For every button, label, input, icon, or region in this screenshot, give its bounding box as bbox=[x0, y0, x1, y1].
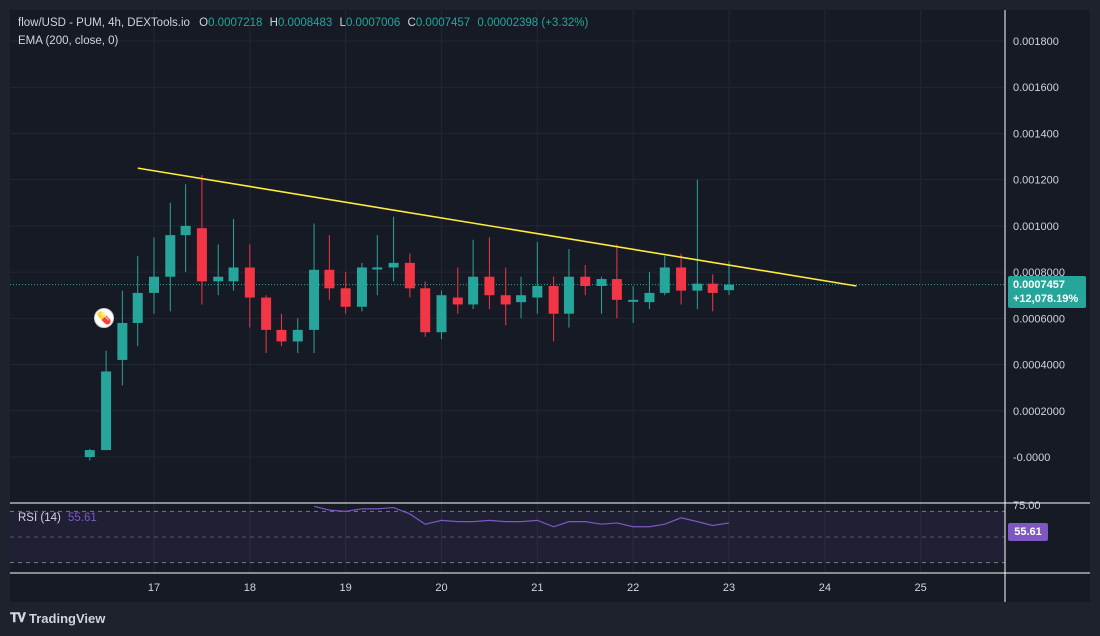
candle-body bbox=[228, 267, 239, 282]
ohlc-legend: flow/USD - PUM, 4h, DEXTools.io O0.00072… bbox=[18, 17, 588, 29]
candle-body bbox=[404, 262, 415, 289]
candle-body bbox=[213, 276, 224, 282]
candle-body bbox=[196, 228, 207, 282]
candle-body bbox=[707, 283, 718, 293]
time-tick-label: 22 bbox=[627, 582, 639, 594]
close-value: 0.0007457 bbox=[415, 17, 471, 29]
price-tick-label: 0.0002000 bbox=[1013, 406, 1065, 418]
close-label: C bbox=[407, 17, 416, 29]
price-tick-label: 0.001600 bbox=[1013, 82, 1059, 94]
candle-body bbox=[324, 269, 335, 289]
candle-body bbox=[484, 276, 495, 296]
candle-body bbox=[596, 279, 607, 286]
rsi-legend[interactable]: RSI (14) 55.61 bbox=[18, 512, 97, 524]
time-tick-label: 21 bbox=[531, 582, 543, 594]
high-label: H bbox=[269, 17, 278, 29]
price-tick-label: 0.0006000 bbox=[1013, 313, 1065, 325]
rsi-value-badge: 55.61 bbox=[1008, 523, 1048, 541]
candle-body bbox=[340, 288, 351, 307]
candle-body bbox=[532, 285, 543, 298]
change-value: 0.00002398 (+3.32%) bbox=[477, 17, 589, 29]
last-price-change: +12,078.19% bbox=[1013, 293, 1079, 305]
price-tick-label: 0.0004000 bbox=[1013, 360, 1065, 372]
candle-body bbox=[500, 295, 511, 305]
indicator-legend[interactable]: EMA (200, close, 0) bbox=[18, 35, 118, 47]
candle-body bbox=[644, 292, 655, 303]
candle-body bbox=[244, 267, 255, 298]
candle-body bbox=[420, 288, 431, 333]
candle-body bbox=[468, 276, 479, 305]
candle-body bbox=[548, 285, 559, 314]
tradingview-icon: 𝐓𝐕 bbox=[10, 610, 26, 625]
candle-body bbox=[436, 295, 447, 333]
rsi-tick-label: 75.00 bbox=[1013, 500, 1041, 512]
candle-body bbox=[309, 269, 320, 330]
pill-icon[interactable]: 💊 bbox=[94, 308, 114, 328]
brand-name: TradingView bbox=[29, 610, 106, 626]
price-tick-label: -0.0000 bbox=[1013, 452, 1050, 464]
time-tick-label: 18 bbox=[244, 582, 256, 594]
candle-body bbox=[516, 295, 527, 303]
time-tick-label: 23 bbox=[723, 582, 735, 594]
low-value: 0.0007006 bbox=[345, 17, 401, 29]
candle-body bbox=[292, 329, 303, 342]
last-price-value: 0.0007457 bbox=[1013, 279, 1065, 291]
open-label: O bbox=[199, 17, 209, 29]
ema-label[interactable]: EMA (200, close, 0) bbox=[18, 35, 119, 47]
candle-body bbox=[261, 297, 272, 330]
time-tick-label: 25 bbox=[915, 582, 927, 594]
price-tick-label: 0.001400 bbox=[1013, 128, 1059, 140]
candle-body bbox=[180, 225, 191, 236]
candle-body bbox=[84, 450, 95, 457]
candle-body bbox=[165, 235, 176, 277]
candle-body bbox=[628, 299, 639, 302]
candle-body bbox=[563, 276, 574, 314]
last-price-badge: 0.0007457 +12,078.19% bbox=[1008, 276, 1086, 308]
candle-body bbox=[692, 283, 703, 291]
chart-svg[interactable]: 0.001800 0.001600 0.001400 0.001200 0.001000… bbox=[10, 10, 1090, 602]
candle-body bbox=[101, 371, 112, 451]
candle-body bbox=[356, 267, 367, 307]
candle-body bbox=[723, 284, 734, 291]
candle-body bbox=[372, 267, 383, 270]
low-label: L bbox=[339, 17, 346, 29]
rsi-line bbox=[313, 505, 730, 528]
candle-body bbox=[611, 279, 622, 300]
candle-body bbox=[117, 322, 128, 360]
candle-body bbox=[149, 276, 159, 293]
time-tick-label: 20 bbox=[435, 582, 447, 594]
candle-body bbox=[452, 297, 463, 305]
rsi-value: 55.61 bbox=[68, 512, 97, 524]
time-tick-label: 19 bbox=[340, 582, 352, 594]
symbol-label[interactable]: flow/USD - PUM, 4h, DEXTools.io bbox=[18, 17, 190, 29]
high-value: 0.0008483 bbox=[277, 17, 333, 29]
candle-body bbox=[580, 276, 591, 286]
price-tick-label: 0.001000 bbox=[1013, 221, 1059, 233]
time-tick-label: 17 bbox=[148, 582, 160, 594]
price-tick-label: 0.001200 bbox=[1013, 175, 1059, 187]
candle-body bbox=[132, 292, 143, 323]
time-tick-label: 24 bbox=[819, 582, 831, 594]
open-value: 0.0007218 bbox=[208, 17, 263, 29]
candle-body bbox=[276, 329, 287, 342]
candle-body bbox=[676, 267, 687, 291]
brand-logo[interactable]: 𝐓𝐕 TradingView bbox=[10, 610, 105, 626]
rsi-label[interactable]: RSI (14) bbox=[18, 512, 61, 524]
candle-body bbox=[659, 267, 670, 293]
chart-pane[interactable]: 0.001800 0.001600 0.001400 0.001200 0.001000… bbox=[10, 10, 1090, 602]
candle-body bbox=[388, 262, 399, 268]
trendline bbox=[137, 167, 857, 287]
price-tick-label: 0.001800 bbox=[1013, 36, 1059, 48]
